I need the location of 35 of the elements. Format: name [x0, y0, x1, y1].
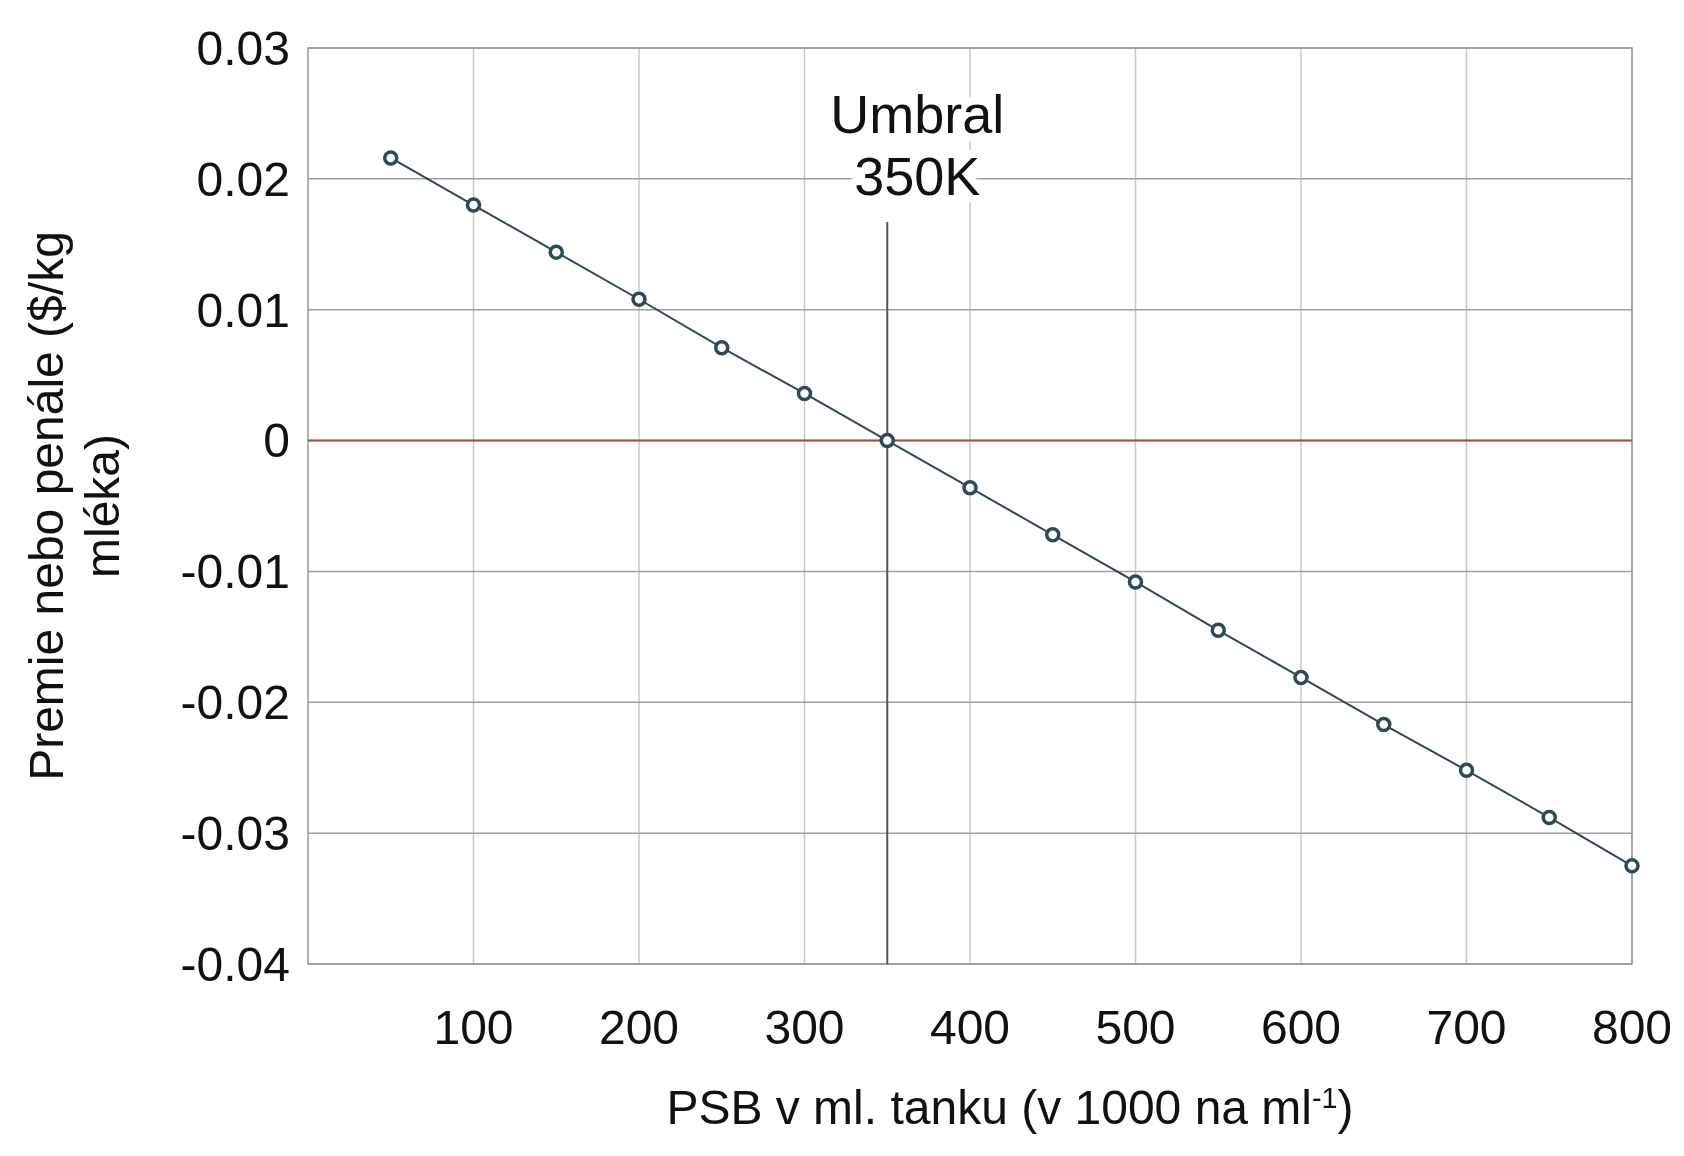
point — [1376, 716, 1392, 733]
y-tick-label: 0.01 — [196, 283, 290, 337]
point — [1624, 858, 1640, 874]
y-tick-label: 0 — [263, 414, 290, 468]
y-tick-label: 0.02 — [196, 152, 290, 206]
point — [962, 479, 978, 496]
point — [714, 339, 730, 356]
y-tick-label: 0.03 — [196, 21, 290, 75]
y-tick-label: -0.01 — [180, 545, 290, 599]
point — [1127, 574, 1144, 590]
point — [1541, 809, 1557, 826]
x-tick-label: 800 — [1591, 1001, 1673, 1054]
point — [465, 197, 482, 213]
y-tick-label: -0.04 — [180, 937, 290, 991]
x-axis-title: PSB v ml. tanku (v 1000 na ml$^{-1}$) — [666, 1081, 1354, 1134]
point — [631, 291, 647, 307]
point — [1458, 762, 1475, 779]
y-tick-label: -0.03 — [180, 806, 290, 860]
x-tick-label: 100 — [433, 1001, 514, 1054]
x-tick-label: 700 — [1426, 1001, 1507, 1054]
y-axis-title: Premie nebo penále ($/kg mléka) — [20, 231, 129, 781]
point — [879, 432, 895, 449]
point — [383, 150, 399, 166]
x-tick-label: 200 — [598, 1001, 680, 1054]
y-tick-label: -0.02 — [180, 676, 290, 730]
x-tick-label: 500 — [1095, 1001, 1176, 1054]
x-tick-label: 400 — [929, 1001, 1011, 1054]
point — [1293, 669, 1309, 686]
point — [796, 385, 813, 402]
point — [548, 244, 564, 260]
x-tick-label: 300 — [764, 1001, 845, 1054]
point — [1210, 622, 1226, 639]
ref-line-label: Umbral 350K — [830, 84, 1005, 206]
point — [1045, 527, 1061, 543]
x-tick-label: 600 — [1260, 1001, 1342, 1054]
